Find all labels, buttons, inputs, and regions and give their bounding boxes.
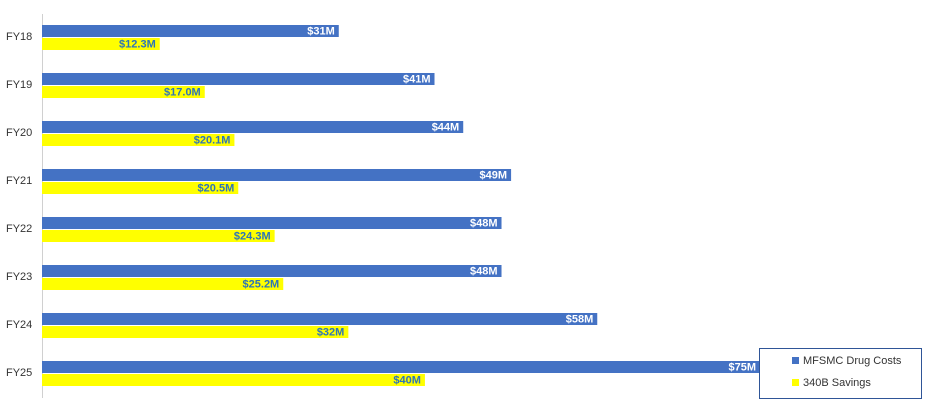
bar <box>42 121 464 133</box>
bar <box>42 265 502 277</box>
bar <box>42 278 284 290</box>
y-tick-label: FY21 <box>6 175 32 187</box>
legend-label: MFSMC Drug Costs <box>803 355 902 367</box>
legend-box <box>759 348 922 399</box>
bar <box>42 134 235 146</box>
bar <box>42 326 349 338</box>
value-label: $31M <box>307 25 335 37</box>
bar <box>42 374 425 386</box>
bar <box>42 313 598 325</box>
bar <box>42 38 160 50</box>
value-label: $49M <box>480 169 508 181</box>
bar <box>42 230 275 242</box>
legend-swatch <box>792 357 799 364</box>
bar <box>42 73 435 85</box>
bar <box>42 217 502 229</box>
value-label: $58M <box>566 313 594 325</box>
y-tick-label: FY25 <box>6 367 32 379</box>
value-label: $20.1M <box>194 134 231 146</box>
bar <box>42 182 239 194</box>
value-label: $41M <box>403 73 431 85</box>
y-tick-label: FY24 <box>6 319 32 331</box>
legend-label: 340B Savings <box>803 377 871 389</box>
value-label: $32M <box>317 326 345 338</box>
value-label: $40M <box>393 374 421 386</box>
bar <box>42 86 205 98</box>
value-label: $12.3M <box>119 38 156 50</box>
value-label: $25.2M <box>243 278 280 290</box>
value-label: $48M <box>470 217 498 229</box>
legend-swatch <box>792 379 799 386</box>
y-tick-label: FY18 <box>6 31 32 43</box>
value-label: $48M <box>470 265 498 277</box>
bar <box>42 169 512 181</box>
y-tick-label: FY22 <box>6 223 32 235</box>
value-label: $20.5M <box>198 182 235 194</box>
value-label: $44M <box>432 121 460 133</box>
y-tick-label: FY19 <box>6 79 32 91</box>
y-tick-label: FY23 <box>6 271 32 283</box>
value-label: $75M <box>728 361 756 373</box>
bar <box>42 25 339 37</box>
value-label: $17.0M <box>164 86 201 98</box>
bar <box>42 361 760 373</box>
y-tick-label: FY20 <box>6 127 32 139</box>
value-label: $24.3M <box>234 230 271 242</box>
